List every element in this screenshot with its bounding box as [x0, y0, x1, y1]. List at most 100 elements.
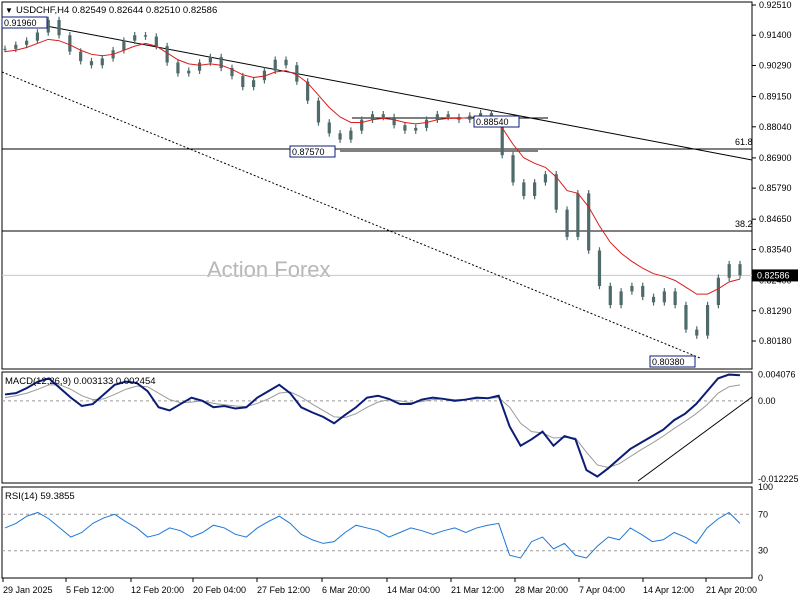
- price-candle-body: [79, 51, 83, 62]
- price-candle-body: [565, 209, 569, 237]
- macd-axis-label: -0.012225: [758, 474, 799, 484]
- rsi-label: RSI(14) 59.3855: [5, 491, 75, 502]
- price-axis-label: 0.80180: [759, 336, 792, 346]
- price-candle-body: [684, 305, 688, 330]
- price-axis-label: 0.81290: [759, 306, 792, 316]
- price-panel-frame: [1, 1, 753, 370]
- price-candle-body: [727, 264, 731, 278]
- price-candle-body: [392, 117, 396, 126]
- annotation-mid-high: 0.88540: [476, 117, 509, 127]
- price-candle-body: [295, 65, 299, 82]
- price-candle-body: [154, 36, 158, 47]
- price-candle-body: [381, 114, 385, 117]
- price-candle-body: [608, 285, 612, 306]
- time-axis-label: 14 Apr 12:00: [643, 585, 694, 595]
- time-axis-label: 21 Mar 12:00: [451, 585, 504, 595]
- price-candle-body: [165, 46, 169, 63]
- current-price-tag: [752, 269, 798, 282]
- annotation-low: 0.80380: [652, 357, 685, 367]
- price-candle-body: [176, 62, 180, 74]
- price-candle-body: [651, 296, 656, 303]
- price-candle-body: [89, 61, 94, 66]
- price-candle-body: [446, 114, 450, 117]
- time-axis-label: 12 Feb 20:00: [131, 585, 184, 595]
- price-candle-body: [619, 291, 623, 306]
- price-candle-body: [230, 67, 234, 77]
- price-candle-body: [208, 57, 212, 63]
- collapse-icon: ▼: [5, 6, 13, 15]
- price-candle-body: [349, 130, 353, 140]
- time-axis-label: 14 Mar 04:00: [387, 585, 440, 595]
- annotation-high: 0.91960: [4, 18, 37, 28]
- price-candle-body: [252, 80, 256, 88]
- price-candle-body: [576, 193, 580, 237]
- macd-trendline: [637, 396, 753, 482]
- price-candle-body: [543, 174, 548, 183]
- time-axis-label: 20 Feb 04:00: [193, 585, 246, 595]
- annotation-high-box: [1, 16, 48, 29]
- price-candle-body: [554, 174, 558, 210]
- time-axis-label: 7 Apr 04:00: [579, 585, 625, 595]
- price-candle-body: [241, 76, 245, 88]
- header-bg: [3, 3, 228, 16]
- price-candle-body: [284, 59, 288, 66]
- time-axis-label: 28 Mar 20:00: [515, 585, 568, 595]
- price-candle-body: [630, 285, 634, 292]
- annotation-mid-low-box: [289, 145, 336, 158]
- fib-382-label: 38.2: [735, 219, 753, 229]
- price-candle-body: [414, 127, 418, 131]
- price-candle-body: [143, 35, 148, 37]
- price-axis-label: 0.86900: [759, 153, 792, 163]
- price-axis-label: 0.83540: [759, 244, 792, 254]
- macd-axis-label: 0.004076: [758, 370, 796, 380]
- price-axis-label: 0.84650: [759, 214, 792, 224]
- price-candle-body: [100, 58, 104, 66]
- price-candle-body: [403, 125, 407, 131]
- price-axis-label: 0.89150: [759, 92, 792, 102]
- macd-signal-line: [4, 384, 741, 469]
- price-candle-body: [338, 133, 342, 140]
- price-candle-body: [360, 119, 364, 131]
- price-candle-body: [424, 119, 429, 128]
- price-candle-body: [187, 70, 191, 74]
- time-axis-label: 29 Jan 2025: [3, 585, 53, 595]
- price-candle-body: [533, 182, 537, 197]
- annotation-mid-low: 0.87570: [292, 147, 325, 157]
- price-candle-body: [133, 35, 137, 41]
- price-axis-label: 0.92510: [759, 0, 792, 10]
- price-axis-label: 0.88040: [759, 122, 792, 132]
- price-candle-body: [262, 70, 267, 81]
- lower-channel-line: [1, 71, 701, 359]
- price-candle-body: [219, 57, 223, 68]
- rsi-panel-frame: [1, 486, 753, 579]
- macd-main-line: [4, 373, 741, 478]
- time-axis-label: 27 Feb 12:00: [257, 585, 310, 595]
- rsi-line: [4, 511, 741, 559]
- price-candle-body: [14, 44, 18, 49]
- current-price-label: 0.82586: [757, 270, 790, 280]
- price-axis-label: 0.85790: [759, 183, 792, 193]
- price-candle-body: [597, 250, 602, 286]
- price-candle-body: [122, 40, 126, 51]
- price-candle-body: [370, 114, 375, 120]
- rsi-axis-label: 70: [758, 509, 768, 519]
- price-candle-body: [500, 119, 504, 156]
- price-candle-body: [511, 155, 515, 183]
- macd-axis-label: 0.00: [758, 396, 776, 406]
- rsi-axis-label: 100: [758, 482, 773, 492]
- price-candle-body: [522, 182, 526, 197]
- price-axis-label: 0.90290: [759, 60, 792, 70]
- price-candle-body: [3, 48, 7, 50]
- annotation-mid-high-box: [473, 115, 520, 128]
- fib-618-label: 61.8: [735, 137, 753, 147]
- moving-average-line: [4, 38, 741, 295]
- price-axis-label: 0.91400: [759, 30, 792, 40]
- upper-trendline: [24, 21, 753, 161]
- symbol-header: USDCHF,H4 0.82549 0.82644 0.82510 0.8258…: [16, 5, 217, 16]
- price-candle-body: [673, 291, 677, 306]
- price-candle-body: [273, 59, 277, 71]
- price-candle-body: [478, 113, 483, 116]
- price-candle-body: [695, 329, 699, 336]
